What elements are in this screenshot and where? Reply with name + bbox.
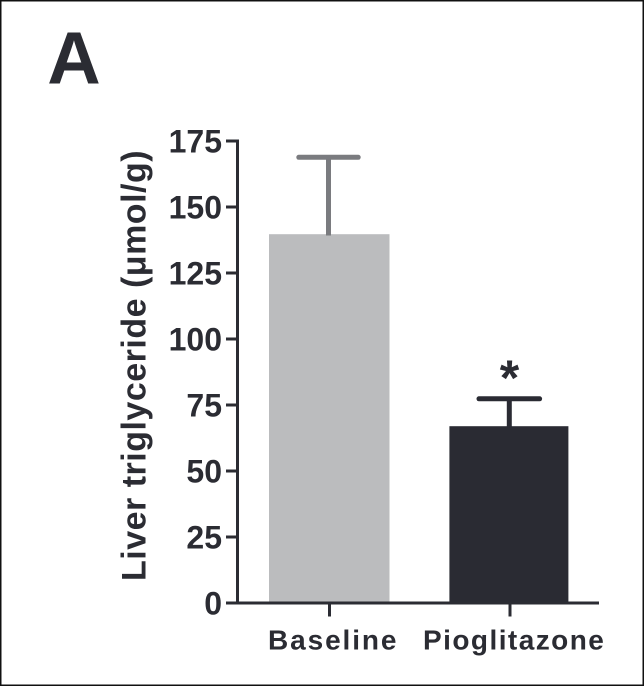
- svg-text:*: *: [500, 350, 520, 406]
- svg-text:100: 100: [169, 322, 222, 358]
- svg-text:75: 75: [186, 388, 222, 424]
- svg-text:A: A: [47, 17, 100, 100]
- svg-text:Baseline: Baseline: [268, 625, 398, 656]
- svg-text:Pioglitazone: Pioglitazone: [423, 625, 605, 656]
- svg-text:150: 150: [169, 190, 222, 226]
- svg-text:50: 50: [186, 454, 222, 490]
- svg-text:Liver triglyceride (μmol/g): Liver triglyceride (μmol/g): [116, 150, 154, 581]
- svg-text:125: 125: [169, 256, 222, 292]
- svg-text:175: 175: [169, 124, 222, 160]
- svg-text:0: 0: [204, 586, 222, 622]
- svg-text:25: 25: [186, 520, 222, 556]
